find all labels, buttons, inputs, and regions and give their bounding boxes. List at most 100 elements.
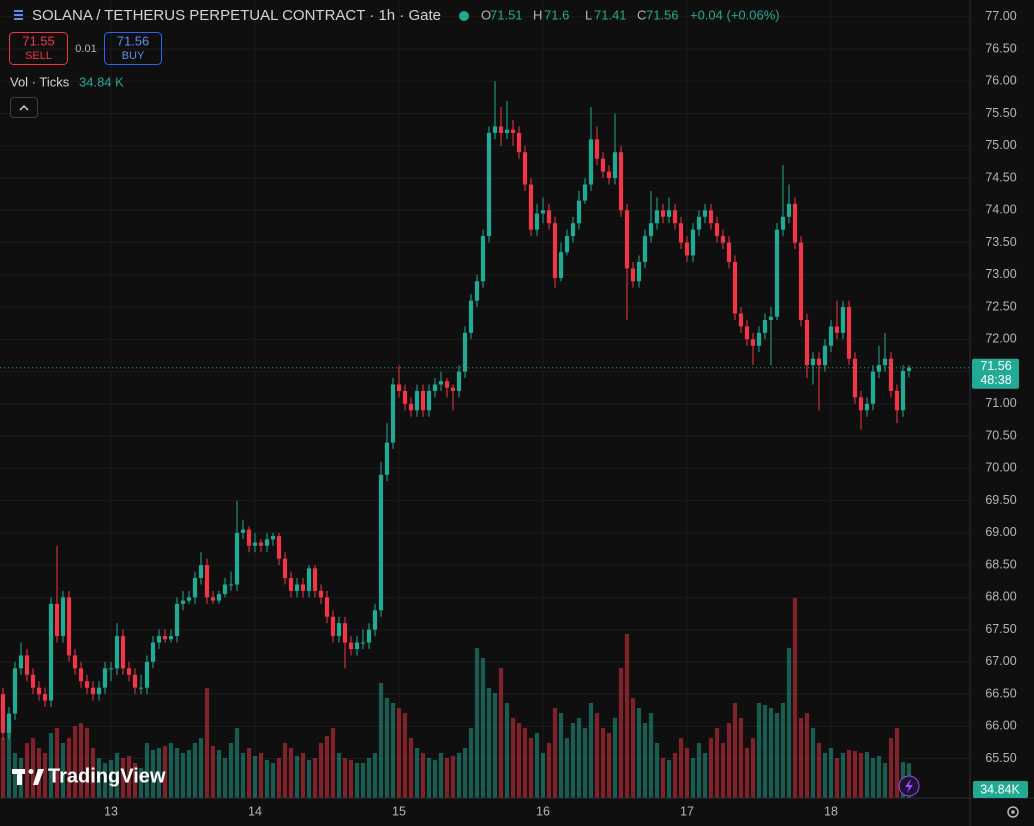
- candle-body: [48, 603, 54, 701]
- volume-bar: [642, 723, 648, 798]
- candle-body: [222, 584, 228, 595]
- candle-body: [420, 390, 426, 411]
- volume-bar: [432, 760, 438, 798]
- volume-bar: [588, 703, 594, 798]
- candle-body: [762, 319, 768, 333]
- volume-bar: [72, 726, 78, 798]
- volume-bar: [300, 753, 306, 798]
- candle-body: [60, 597, 66, 637]
- volume-bar: [696, 743, 702, 798]
- candle-body: [840, 307, 846, 333]
- y-tick-label: 76.50: [985, 41, 1016, 55]
- volume-bar: [732, 703, 738, 798]
- candle-body: [606, 171, 612, 179]
- volume-bar: [438, 753, 444, 798]
- volume-bar: [750, 738, 756, 798]
- candle-body: [282, 558, 288, 579]
- candle-body: [198, 565, 204, 579]
- volume-bar: [558, 713, 564, 798]
- collapse-button[interactable]: [10, 97, 38, 118]
- y-tick-label: 72.50: [985, 299, 1016, 313]
- candle-body: [162, 636, 168, 640]
- candle-body: [138, 687, 144, 689]
- volume-bar: [66, 738, 72, 798]
- candle-body: [408, 403, 414, 411]
- candle-body: [600, 158, 606, 172]
- settings-button[interactable]: [1007, 806, 1019, 818]
- volume-bar: [54, 728, 60, 798]
- volume-bar: [258, 753, 264, 798]
- volume-bar: [402, 713, 408, 798]
- candle-body: [870, 371, 876, 404]
- volume-bar: [870, 758, 876, 798]
- price-tag: [972, 358, 1019, 389]
- candle-body: [234, 532, 240, 585]
- candle-body: [804, 319, 810, 366]
- candle-body: [846, 307, 852, 359]
- volume-bar: [444, 758, 450, 798]
- candle-body: [24, 655, 30, 675]
- volume-bar: [426, 758, 432, 798]
- volume-bar: [762, 705, 768, 798]
- volume-title: Vol · Ticks: [10, 74, 70, 89]
- candle-body: [78, 668, 84, 682]
- volume-bar: [564, 738, 570, 798]
- volume-bar: [864, 752, 870, 798]
- volume-bar: [738, 718, 744, 798]
- candle-body: [228, 584, 234, 586]
- volume-bar: [144, 743, 150, 798]
- volume-bar: [354, 763, 360, 798]
- volume-bar: [294, 756, 300, 798]
- candle-body: [486, 132, 492, 237]
- volume-bar: [612, 718, 618, 798]
- y-tick-label: 75.00: [985, 138, 1016, 152]
- volume-bar: [768, 708, 774, 798]
- candle-body: [612, 152, 618, 179]
- volume-bar: [666, 760, 672, 798]
- candle-body: [732, 261, 738, 314]
- volume-bar: [102, 763, 108, 798]
- volume-bar: [108, 760, 114, 798]
- candle-body: [774, 229, 780, 317]
- candles: [0, 81, 912, 740]
- candle-body: [66, 597, 72, 656]
- sell-button[interactable]: [9, 32, 68, 65]
- x-tick-label: 17: [680, 804, 694, 818]
- candle-body: [474, 281, 480, 301]
- buy-label: BUY: [122, 50, 145, 62]
- volume-bar: [342, 758, 348, 798]
- x-tick-label: 18: [824, 804, 838, 818]
- candle-body: [672, 210, 678, 224]
- volume-bar: [84, 728, 90, 798]
- volume-bar: [888, 738, 894, 798]
- x-tick-label: 14: [248, 804, 262, 818]
- candle-body: [564, 236, 570, 253]
- candle-body: [390, 384, 396, 443]
- volume-bar: [576, 718, 582, 798]
- y-tick-label: 66.50: [985, 686, 1016, 700]
- candle-body: [534, 213, 540, 230]
- volume-bar: [174, 748, 180, 798]
- candle-body: [630, 268, 636, 282]
- volume-bar: [24, 743, 30, 798]
- candle-body: [210, 597, 216, 601]
- buy-button[interactable]: [104, 32, 162, 65]
- candle-body: [864, 403, 870, 411]
- x-tick-label: 13: [104, 804, 118, 818]
- volume-bar: [240, 753, 246, 798]
- candle-body: [462, 332, 468, 372]
- volume-bar: [504, 703, 510, 798]
- candle-body: [96, 687, 102, 695]
- volume-bar: [876, 756, 882, 798]
- volume-bar: [744, 748, 750, 798]
- candle-body: [312, 568, 318, 591]
- volume-bar: [372, 753, 378, 798]
- volume-bar: [96, 758, 102, 798]
- candle-body: [330, 616, 336, 637]
- countdown: 48:38: [980, 373, 1011, 387]
- x-tick-label: 16: [536, 804, 550, 818]
- volume-bar: [312, 758, 318, 798]
- y-tick-label: 76.00: [985, 74, 1016, 88]
- candle-body: [876, 365, 882, 372]
